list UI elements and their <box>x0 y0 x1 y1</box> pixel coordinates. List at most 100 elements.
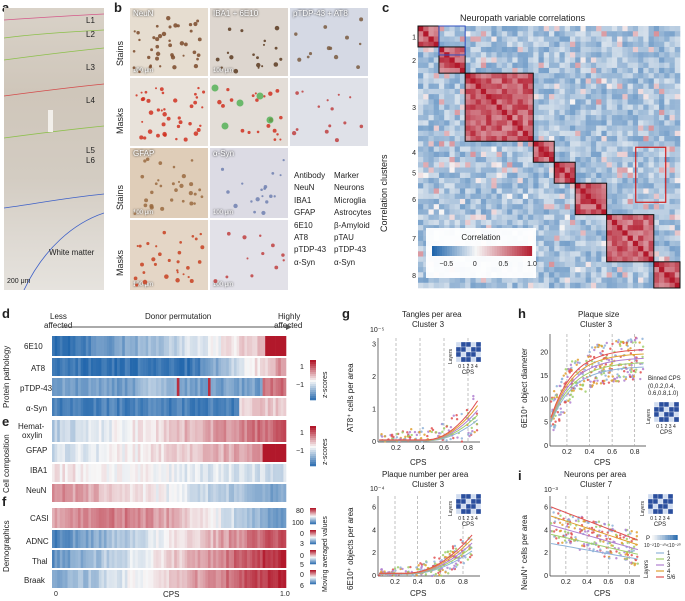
heatmap-cell <box>111 570 115 588</box>
heatmap-cell <box>267 530 271 548</box>
f-tick-adnc-lo: 0 <box>300 531 304 538</box>
heatmap-cell <box>522 172 529 179</box>
heatmap-cell <box>664 73 670 79</box>
heatmap-cell <box>83 508 87 528</box>
heatmap-cell <box>606 177 613 184</box>
heatmap-cell <box>140 378 144 396</box>
demo-colorbar <box>310 562 316 564</box>
heatmap-cell <box>590 177 597 184</box>
heatmap-cell <box>617 193 623 200</box>
heatmap-cell <box>653 188 660 194</box>
heatmap-cell <box>517 67 524 74</box>
heatmap-cell <box>549 235 555 242</box>
heatmap-cell <box>585 162 592 168</box>
heatmap-cell <box>517 62 524 69</box>
heatmap-cell <box>140 336 144 356</box>
heatmap-cell <box>569 193 576 200</box>
scale-bar-b-iba1: 100 μm <box>213 68 234 74</box>
heatmap-cell <box>158 358 162 376</box>
heatmap-cell <box>617 109 623 116</box>
heatmap-cell <box>143 530 146 548</box>
heatmap-cell <box>226 398 230 416</box>
heatmap-cell <box>459 120 466 126</box>
heatmap-cell <box>512 193 518 200</box>
heatmap-cell <box>83 530 87 548</box>
heatmap-cell <box>184 484 188 502</box>
data-point <box>451 545 455 548</box>
heatmap-cell <box>122 420 126 442</box>
heatmap-cell <box>533 130 539 137</box>
heatmap-cell <box>580 136 586 142</box>
heatmap-cell <box>67 336 71 356</box>
data-point <box>560 380 563 384</box>
heatmap-cell <box>449 99 455 105</box>
data-point <box>585 359 588 363</box>
heatmap-cell <box>197 398 201 416</box>
heatmap-cell <box>161 464 165 482</box>
y-tick: 4 <box>372 527 376 534</box>
heatmap-cell <box>423 94 429 100</box>
x-tick: 0.2 <box>562 449 572 456</box>
heatmap-cell <box>486 88 492 95</box>
heatmap-cell <box>653 256 660 263</box>
data-point <box>468 555 472 559</box>
heatmap-cell <box>559 209 566 215</box>
heatmap-cell <box>632 36 639 43</box>
cell-dot <box>179 41 185 46</box>
heatmap-cell <box>585 193 592 200</box>
heatmap-cell <box>202 570 206 588</box>
heatmap-cell <box>638 267 644 273</box>
heatmap-cell <box>423 36 429 43</box>
heatmap-cell <box>533 141 539 147</box>
data-point <box>580 388 583 391</box>
heatmap-cell <box>221 358 224 376</box>
heatmap-cell <box>166 530 170 548</box>
data-point <box>566 522 570 526</box>
heatmap-cell <box>590 67 597 74</box>
heatmap-cell <box>475 282 482 289</box>
heatmap-cell <box>538 99 545 105</box>
heatmap-cell <box>176 530 180 548</box>
data-point <box>567 367 570 371</box>
data-point <box>574 360 577 363</box>
heatmap-cell <box>549 62 555 69</box>
demo-colorbar <box>310 539 316 541</box>
heatmap-cell <box>433 88 440 95</box>
heatmap-cell <box>96 550 100 568</box>
heatmap-cell <box>611 109 618 116</box>
data-point <box>462 562 466 565</box>
heatmap-cell <box>674 198 681 205</box>
heatmap-cell <box>643 109 649 116</box>
heatmap-cell <box>176 358 180 376</box>
heatmap-cell <box>601 125 607 132</box>
heatmap-cell <box>617 125 623 132</box>
demo-colorbar <box>310 540 316 542</box>
heatmap-cell <box>127 444 131 462</box>
heatmap-cell <box>70 484 74 502</box>
heatmap-cell <box>459 99 466 105</box>
heatmap-cell <box>465 183 471 189</box>
heatmap-cell <box>501 162 508 168</box>
heatmap-cell <box>638 214 644 221</box>
heatmap-cell <box>195 358 198 376</box>
heatmap-cell <box>111 378 115 396</box>
heatmap-cell <box>522 67 529 74</box>
heatmap-cell <box>98 484 102 502</box>
heatmap-cell <box>244 378 248 396</box>
cell-dot <box>189 29 193 33</box>
heatmap-cell <box>480 146 487 153</box>
heatmap-cell <box>459 193 466 200</box>
heatmap-cell <box>585 277 592 284</box>
heatmap-cell <box>438 204 445 210</box>
heatmap-cell <box>91 378 94 396</box>
heatmap-cell <box>585 26 592 32</box>
row-label-adnc: ADNC <box>26 537 49 546</box>
heatmap-cell <box>559 230 566 236</box>
heatmap-cell <box>528 120 534 126</box>
heatmap-cell <box>648 235 655 242</box>
cell-dot <box>175 278 180 283</box>
heatmap-cell <box>564 99 571 105</box>
heatmap-cell <box>522 141 529 147</box>
data-point <box>552 399 555 402</box>
